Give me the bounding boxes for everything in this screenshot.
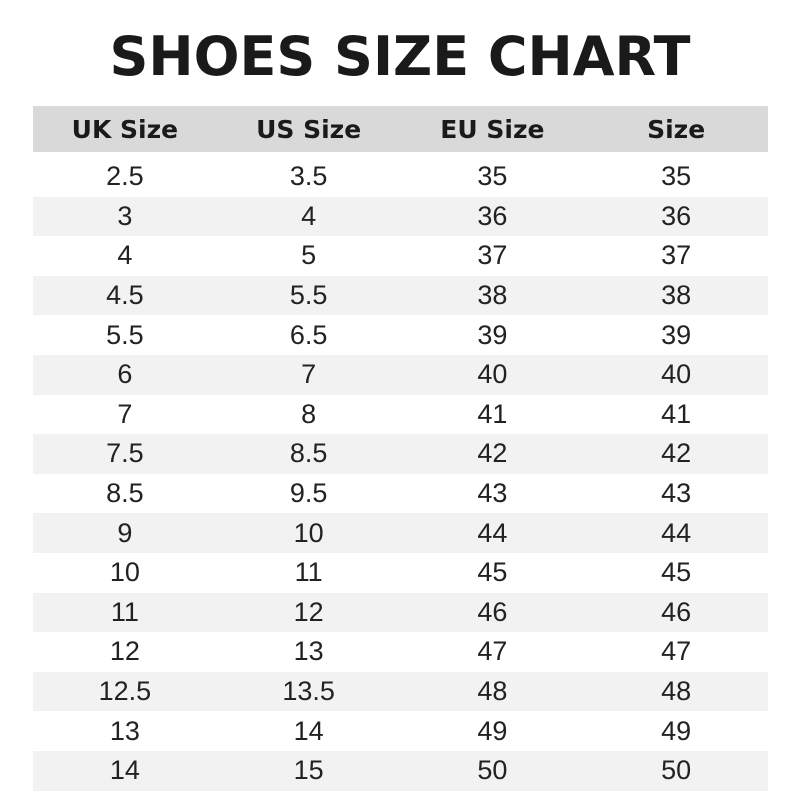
cell-eu-size: 42	[477, 438, 508, 469]
cell-uk-size: 14	[109, 755, 140, 786]
cell-size: 39	[661, 319, 692, 350]
cell-size: 38	[661, 280, 692, 311]
cell-us-size: 11	[294, 557, 323, 588]
cell-size: 48	[661, 676, 692, 707]
cell-uk-size: 2.5	[106, 161, 144, 192]
cell-eu-size: 43	[477, 478, 508, 509]
cell-size: 43	[661, 478, 692, 509]
cell-us-size: 9.5	[289, 478, 328, 509]
cell-uk-size: 3	[117, 200, 133, 231]
cell-eu-size: 48	[477, 676, 508, 707]
cell-size: 50	[661, 755, 692, 786]
header-us-size: US Size	[256, 114, 362, 144]
table-row: 12 13 47 47	[33, 632, 768, 672]
cell-uk-size: 4	[117, 240, 133, 271]
cell-us-size: 8.5	[289, 438, 328, 469]
table-row: 7 8 41 41	[33, 395, 768, 435]
cell-eu-size: 50	[477, 755, 508, 786]
cell-eu-size: 47	[477, 636, 508, 667]
cell-size: 40	[661, 359, 692, 390]
cell-uk-size: 5.5	[106, 319, 144, 350]
table-row: 11 12 46 46	[33, 592, 768, 633]
cell-us-size: 13.5	[282, 676, 335, 707]
cell-size: 46	[661, 596, 692, 627]
table-row: 3 4 36 36	[33, 196, 768, 237]
cell-size: 49	[661, 715, 692, 746]
cell-eu-size: 49	[477, 715, 508, 746]
header-uk-size: UK Size	[71, 114, 179, 144]
cell-uk-size: 6	[117, 359, 133, 390]
cell-size: 41	[661, 398, 692, 429]
cell-size: 36	[661, 200, 692, 231]
cell-uk-size: 4.5	[106, 280, 144, 311]
table-row: 12.5 13.5 48 48	[33, 671, 768, 712]
table-row: 6 7 40 40	[33, 354, 768, 395]
cell-us-size: 15	[293, 755, 324, 786]
cell-uk-size: 12	[109, 636, 140, 667]
size-table: UK Size US Size EU Size Size 2.5 3.5 35 35 3…	[33, 106, 768, 791]
table-row: 2.5 3.5 35 35	[33, 157, 768, 197]
table-row: 7.5 8.5 42 42	[33, 434, 768, 474]
cell-uk-size: 11	[110, 596, 139, 627]
table-header: UK Size US Size EU Size Size	[33, 106, 768, 152]
table-row: 13 14 49 49	[33, 711, 768, 751]
cell-uk-size: 13	[109, 715, 140, 746]
cell-size: 47	[661, 636, 692, 667]
table-row: 4 5 37 37	[33, 236, 768, 276]
cell-us-size: 4	[301, 200, 317, 231]
cell-size: 44	[661, 517, 692, 548]
cell-uk-size: 10	[109, 557, 140, 588]
cell-uk-size: 7	[117, 398, 133, 429]
cell-size: 35	[661, 161, 692, 192]
cell-eu-size: 39	[477, 319, 508, 350]
cell-us-size: 5.5	[289, 280, 328, 311]
cell-us-size: 3.5	[289, 161, 328, 192]
cell-us-size: 10	[293, 517, 324, 548]
table-row: 14 15 50 50	[33, 750, 768, 791]
cell-eu-size: 44	[477, 517, 508, 548]
cell-eu-size: 46	[477, 596, 508, 627]
cell-eu-size: 40	[477, 359, 508, 390]
cell-uk-size: 8.5	[106, 478, 144, 509]
cell-size: 37	[661, 240, 692, 271]
cell-eu-size: 35	[477, 161, 508, 192]
cell-uk-size: 9	[117, 517, 133, 548]
table-row: 4.5 5.5 38 38	[33, 275, 768, 316]
header-eu-size: EU Size	[440, 114, 545, 144]
table-body: 2.5 3.5 35 35 3 4 36 36 4 5 37 37 4.5 5.5 38 38 5.5 6.5 39…	[33, 157, 768, 791]
cell-eu-size: 45	[477, 557, 508, 588]
cell-us-size: 12	[293, 596, 324, 627]
cell-us-size: 8	[301, 398, 317, 429]
cell-size: 45	[661, 557, 692, 588]
cell-us-size: 14	[293, 715, 324, 746]
cell-size: 42	[661, 438, 692, 469]
cell-eu-size: 41	[477, 398, 508, 429]
cell-eu-size: 38	[477, 280, 508, 311]
header-size: Size	[647, 114, 706, 144]
cell-us-size: 13	[293, 636, 324, 667]
table-row: 10 11 45 45	[33, 553, 768, 593]
table-row: 9 10 44 44	[33, 513, 768, 553]
cell-us-size: 6.5	[289, 319, 328, 350]
cell-uk-size: 7.5	[106, 438, 144, 469]
cell-us-size: 5	[301, 240, 317, 271]
cell-uk-size: 12.5	[98, 676, 152, 707]
page-title: SHOES SIZE CHART	[109, 25, 691, 88]
table-row: 5.5 6.5 39 39	[33, 315, 768, 355]
cell-eu-size: 37	[477, 240, 508, 271]
cell-eu-size: 36	[477, 200, 508, 231]
cell-us-size: 7	[301, 359, 317, 390]
table-row: 8.5 9.5 43 43	[33, 474, 768, 514]
